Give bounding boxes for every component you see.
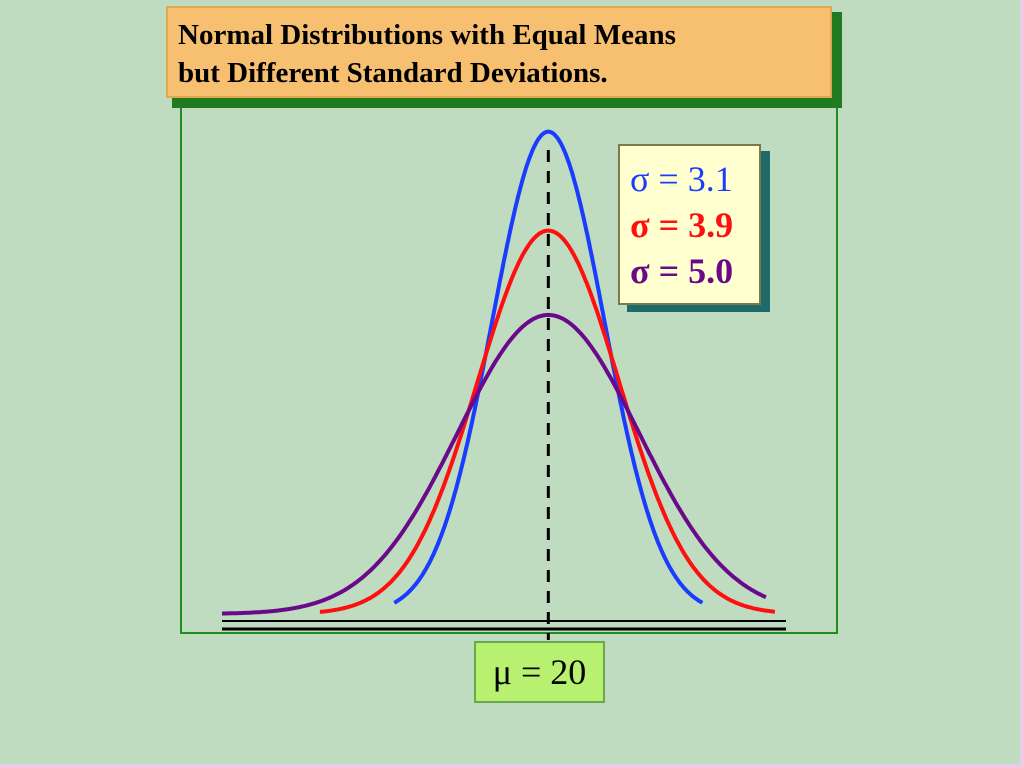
- legend-item-sigma-5-0: σ = 5.0: [630, 251, 734, 291]
- slide-edge-bottom: [0, 764, 1024, 768]
- title-line-2: but Different Standard Deviations.: [178, 57, 608, 89]
- title-line-1: Normal Distributions with Equal Means: [178, 19, 676, 51]
- title-box: Normal Distributions with Equal Means bu…: [166, 6, 832, 98]
- slide-edge-right: [1020, 0, 1024, 768]
- curve-sigma-3-1: [393, 129, 704, 605]
- curve-sigma-3-9: [319, 228, 776, 614]
- mean-label: μ = 20: [474, 641, 605, 703]
- legend: σ = 3.1 σ = 3.9 σ = 5.0: [618, 144, 761, 305]
- legend-item-sigma-3-9: σ = 3.9: [630, 205, 734, 245]
- legend-item-sigma-3-1: σ = 3.1: [630, 159, 733, 199]
- curve-sigma-5: [221, 312, 767, 616]
